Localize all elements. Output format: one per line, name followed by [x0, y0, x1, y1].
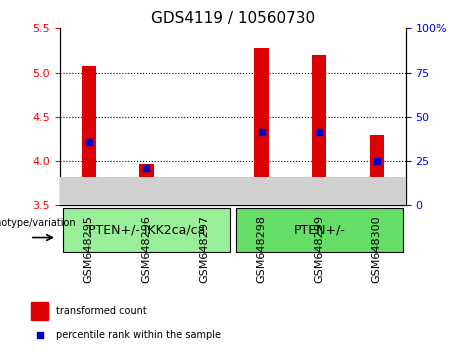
- Point: [373, 158, 381, 164]
- Bar: [312, 55, 326, 205]
- FancyBboxPatch shape: [236, 208, 403, 252]
- Text: PTEN+/- IKK2ca/ca: PTEN+/- IKK2ca/ca: [88, 224, 205, 236]
- Bar: [82, 67, 96, 205]
- Text: PTEN+/-: PTEN+/-: [293, 224, 345, 236]
- Title: GDS4119 / 10560730: GDS4119 / 10560730: [151, 11, 315, 26]
- FancyBboxPatch shape: [63, 208, 230, 252]
- Point: [258, 129, 266, 135]
- Point: [378, 207, 385, 212]
- Point: [200, 180, 207, 186]
- Text: percentile rank within the sample: percentile rank within the sample: [56, 330, 221, 339]
- Bar: [370, 135, 384, 205]
- Point: [85, 139, 92, 144]
- Bar: [197, 204, 211, 205]
- Text: transformed count: transformed count: [56, 306, 147, 316]
- Bar: [254, 48, 269, 205]
- Text: genotype/variation: genotype/variation: [0, 218, 76, 228]
- Bar: [139, 164, 154, 205]
- Bar: [31, 302, 48, 320]
- Point: [315, 129, 323, 135]
- Point: [142, 165, 150, 171]
